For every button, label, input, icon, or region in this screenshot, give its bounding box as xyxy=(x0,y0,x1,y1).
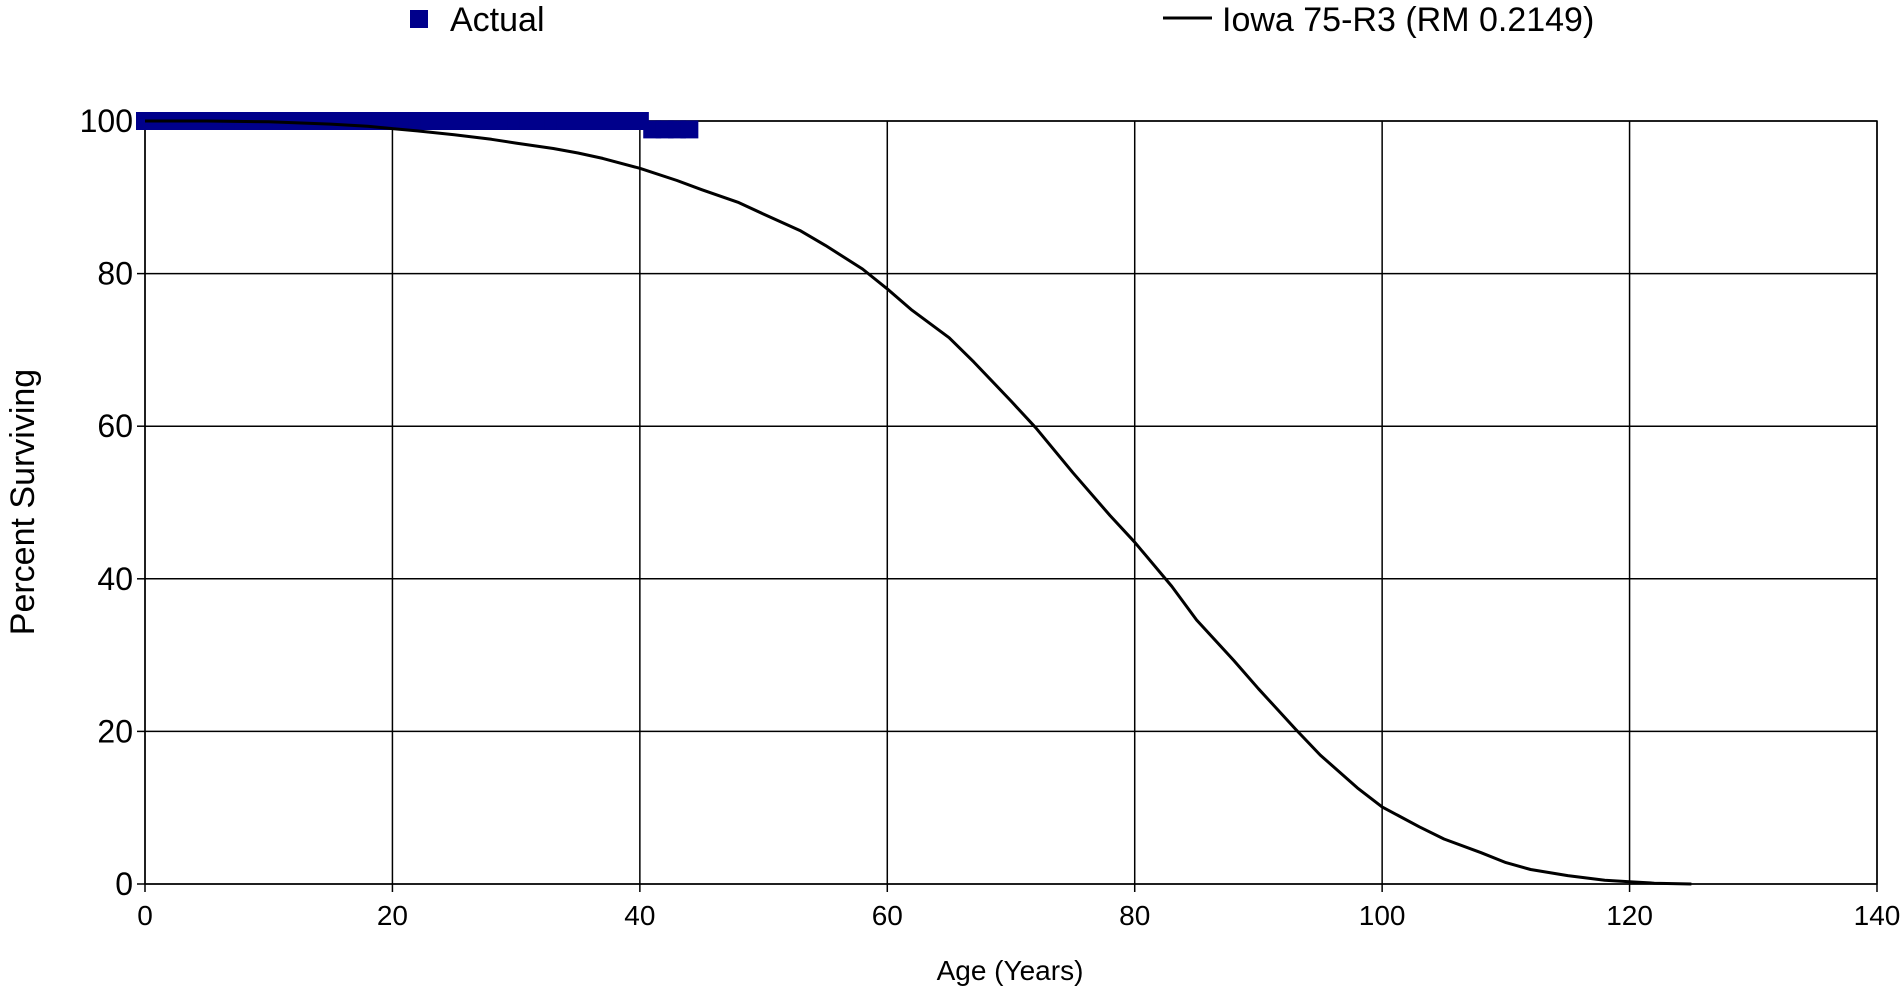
tick-labels: 0 20 40 60 80 100 0 20 40 60 80 100 120 140 xyxy=(80,103,1901,931)
x-tick-label: 120 xyxy=(1606,900,1653,931)
y-tick-label: 100 xyxy=(80,103,133,139)
legend: Actual Iowa 75-R3 (RM 0.2149) xyxy=(410,1,1594,39)
legend-iowa-label: Iowa 75-R3 (RM 0.2149) xyxy=(1222,1,1594,39)
legend-actual-marker xyxy=(410,10,428,28)
iowa-curve-line xyxy=(145,119,1692,886)
legend-actual-label: Actual xyxy=(450,1,545,39)
x-tick-label: 140 xyxy=(1854,900,1901,931)
plot-border xyxy=(144,120,1878,885)
actual-point xyxy=(680,120,699,139)
y-axis-title: Percent Surviving xyxy=(4,369,42,635)
x-tick-label: 60 xyxy=(872,900,903,931)
y-tick-label: 0 xyxy=(115,866,133,902)
x-tick-label: 40 xyxy=(624,900,655,931)
y-tick-label: 20 xyxy=(97,713,133,749)
y-tick-label: 40 xyxy=(97,561,133,597)
y-tick-label: 60 xyxy=(97,408,133,444)
x-tick-label: 20 xyxy=(377,900,408,931)
x-axis-title: Age (Years) xyxy=(937,955,1084,986)
x-tick-label: 80 xyxy=(1119,900,1150,931)
y-tick-label: 80 xyxy=(97,256,133,292)
x-tick-label: 100 xyxy=(1359,900,1406,931)
grid xyxy=(137,120,1878,892)
data-marks xyxy=(136,112,1692,886)
x-tick-label: 0 xyxy=(137,900,153,931)
